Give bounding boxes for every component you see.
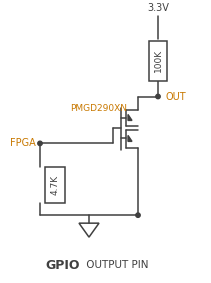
Text: 100K: 100K bbox=[153, 49, 162, 72]
Text: OUT: OUT bbox=[166, 91, 187, 102]
Bar bbox=[45, 167, 65, 203]
Text: FPGA: FPGA bbox=[10, 138, 36, 148]
Circle shape bbox=[38, 141, 42, 145]
Text: 3.3V: 3.3V bbox=[147, 3, 169, 13]
Polygon shape bbox=[128, 135, 132, 142]
Text: 4.7K: 4.7K bbox=[50, 175, 60, 195]
Circle shape bbox=[136, 213, 140, 217]
Bar bbox=[149, 41, 167, 81]
Circle shape bbox=[156, 94, 160, 99]
Text: PMGD290XN: PMGD290XN bbox=[70, 104, 127, 113]
Text: OUTPUT PIN: OUTPUT PIN bbox=[83, 260, 149, 270]
Polygon shape bbox=[128, 114, 132, 121]
Text: GPIO: GPIO bbox=[46, 259, 80, 272]
